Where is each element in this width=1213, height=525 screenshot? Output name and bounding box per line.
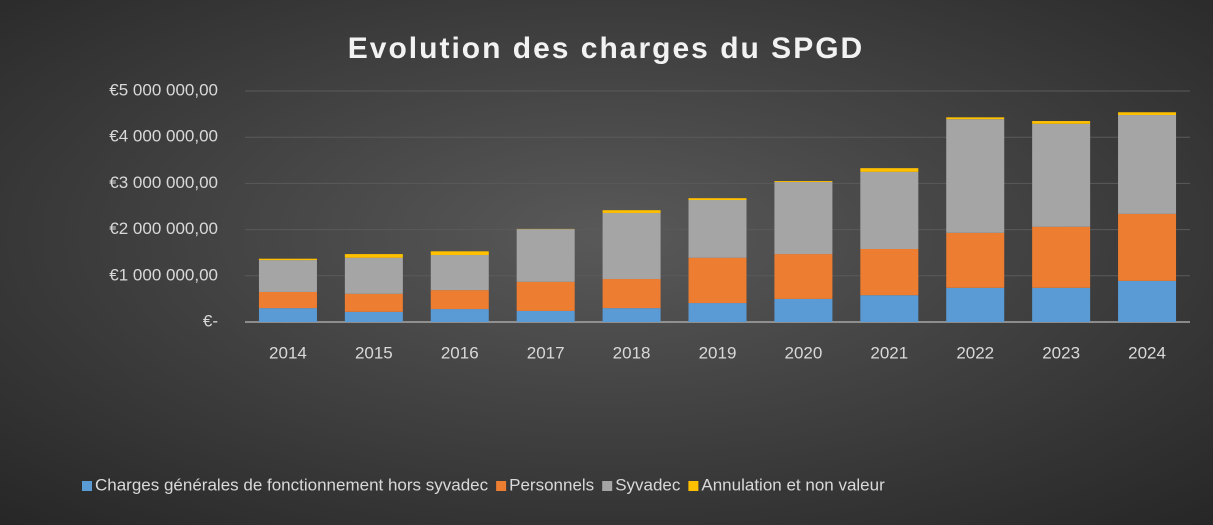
bar-segment xyxy=(860,249,919,296)
bar-segment xyxy=(258,308,317,322)
bar-segment xyxy=(1118,115,1177,214)
x-tick-label: 2019 xyxy=(699,343,737,362)
x-tick-label: 2017 xyxy=(527,343,565,362)
bar-segment xyxy=(602,279,661,309)
bar-segment xyxy=(1032,121,1091,124)
bar-segment xyxy=(516,281,575,311)
bar-segment xyxy=(344,293,403,312)
y-tick-label: €1 000 000,00 xyxy=(109,265,218,284)
x-tick-label: 2018 xyxy=(613,343,651,362)
x-tick-label: 2023 xyxy=(1042,343,1080,362)
bar-segment xyxy=(602,210,661,213)
x-tick-label: 2022 xyxy=(956,343,994,362)
y-tick-label: €2 000 000,00 xyxy=(109,219,218,238)
y-tick-label: €3 000 000,00 xyxy=(109,173,218,192)
y-tick-label: €- xyxy=(203,311,218,330)
y-tick-label: €4 000 000,00 xyxy=(109,127,218,146)
legend-swatch xyxy=(602,481,613,491)
bar-segment xyxy=(344,254,403,258)
x-tick-label: 2020 xyxy=(784,343,822,362)
bar-segment xyxy=(688,198,747,201)
bar-segment xyxy=(860,171,919,250)
x-tick-label: 2016 xyxy=(441,343,479,362)
bar-segment xyxy=(430,309,489,322)
x-tick-label: 2021 xyxy=(870,343,908,362)
bar-segment xyxy=(1032,123,1091,227)
bar-segment xyxy=(946,117,1005,120)
bar-segment xyxy=(1118,112,1177,116)
bar-segment xyxy=(516,229,575,282)
x-tick-label: 2015 xyxy=(355,343,393,362)
bar-segment xyxy=(860,168,919,172)
bar-segment xyxy=(1118,213,1177,281)
legend-swatch xyxy=(688,481,699,491)
bar-segment xyxy=(1032,226,1091,288)
bar-segment xyxy=(688,257,747,304)
bar-segment xyxy=(688,303,747,322)
bar-segment xyxy=(430,290,489,310)
bar-segment xyxy=(860,295,919,322)
bar-segment xyxy=(430,251,489,256)
bar-segment xyxy=(774,298,833,322)
bar-segment xyxy=(344,311,403,322)
bar-segment xyxy=(946,232,1005,288)
legend-swatch xyxy=(496,481,507,491)
bar-segment xyxy=(774,254,833,299)
bar-segment xyxy=(946,287,1005,322)
bar-segment xyxy=(946,119,1005,233)
bar-segment xyxy=(1118,280,1177,322)
y-tick-label: €5 000 000,00 xyxy=(109,80,218,99)
bar-segment xyxy=(258,260,317,292)
bar-segment xyxy=(344,257,403,294)
bar-segment xyxy=(774,182,833,255)
legend-label: Personnels xyxy=(509,475,594,494)
legend-swatch xyxy=(82,481,92,491)
bar-segment xyxy=(774,181,833,183)
chart-title: Evolution des charges du SPGD xyxy=(348,32,864,65)
legend-label: Syvadec xyxy=(615,475,681,494)
bar-segment xyxy=(602,212,661,280)
bar-segment xyxy=(516,310,575,322)
bar-segment xyxy=(1032,287,1091,322)
bar-segment xyxy=(602,308,661,322)
bar-segment xyxy=(258,258,317,261)
legend-label: Annulation et non valeur xyxy=(701,475,885,494)
bar-segment xyxy=(430,255,489,291)
bar-segment xyxy=(688,200,747,258)
bar-segment xyxy=(258,291,317,309)
legend-label: Charges générales de fonctionnement hors… xyxy=(95,475,489,494)
x-tick-label: 2014 xyxy=(269,343,307,362)
x-tick-label: 2024 xyxy=(1128,343,1166,362)
